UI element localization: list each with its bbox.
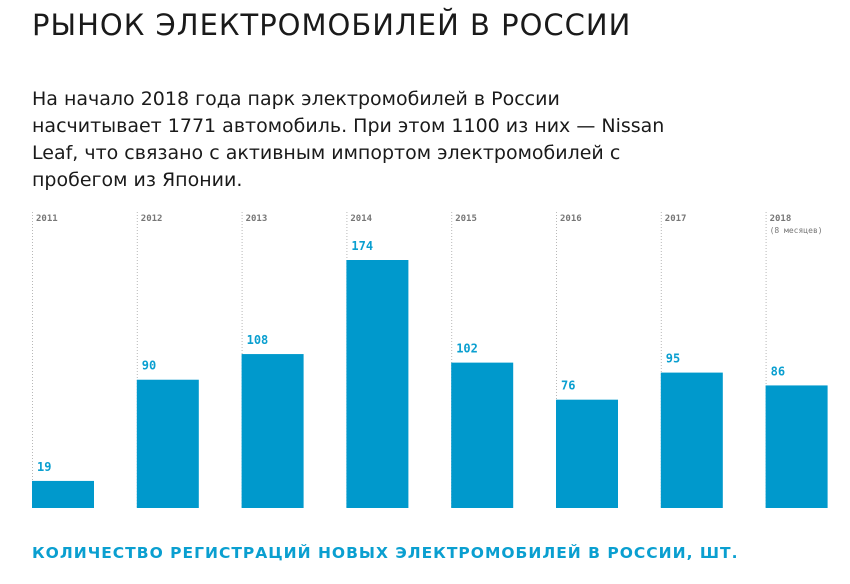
value-label: 108 <box>247 333 269 347</box>
year-label: 2016 <box>560 214 582 224</box>
bar <box>765 385 828 508</box>
page-title: РЫНОК ЭЛЕКТРОМОБИЛЕЙ В РОССИИ <box>32 8 632 42</box>
value-label: 95 <box>666 352 680 366</box>
value-label: 76 <box>561 379 575 393</box>
bar <box>346 260 409 508</box>
year-label: 2011 <box>36 214 58 224</box>
year-label: 2017 <box>665 214 687 224</box>
bar <box>451 362 514 508</box>
year-label: 2013 <box>246 214 268 224</box>
bar <box>136 379 199 508</box>
bar <box>556 399 618 508</box>
value-label: 90 <box>142 359 156 373</box>
value-label: 86 <box>771 364 785 378</box>
value-label: 174 <box>351 239 373 253</box>
value-label: 19 <box>37 460 51 474</box>
bar <box>32 480 94 508</box>
intro-text: На начало 2018 года парк электромобилей … <box>32 88 665 191</box>
year-label: 2015 <box>455 214 477 224</box>
value-label: 102 <box>456 342 478 356</box>
year-label: 2018 <box>770 214 792 224</box>
year-label: 2012 <box>141 214 163 224</box>
year-note: (8 месяцев) <box>770 226 823 235</box>
bar <box>241 354 304 508</box>
year-label: 2014 <box>350 214 372 224</box>
bar <box>660 372 723 508</box>
bar-chart: 2011 19 2012 90 2013 108 2014 174 2015 102 2016 76 2… <box>32 212 828 508</box>
chart-caption: КОЛИЧЕСТВО РЕГИСТРАЦИЙ НОВЫХ ЭЛЕКТРОМОБИ… <box>32 544 739 562</box>
